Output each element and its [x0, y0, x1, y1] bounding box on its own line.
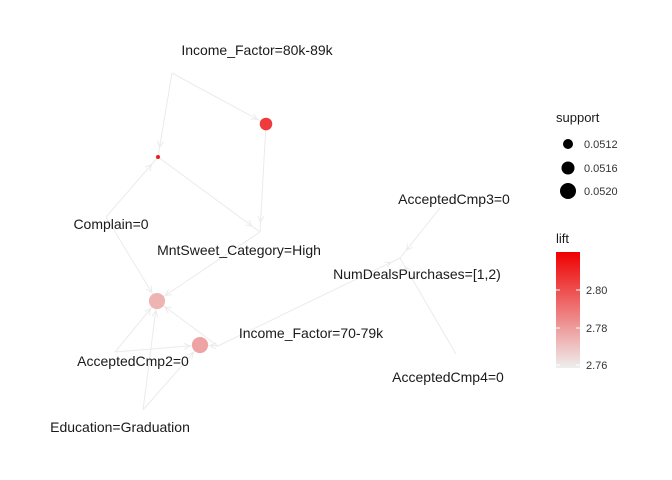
- item-mntsweet-category: MntSweet_Category=High: [157, 242, 321, 258]
- rule-node-r3: [148, 292, 166, 310]
- edge-arrowhead: [183, 342, 192, 350]
- edge-complain-r3: [105, 216, 158, 302]
- edge-acc4-numdeals: [399, 257, 457, 355]
- edge-mntsweet-r3: [156, 231, 261, 302]
- edge-arrowhead: [208, 342, 217, 350]
- rule-node-r4: [191, 336, 209, 354]
- edge-r1-mntsweet: [259, 123, 267, 233]
- support-legend-label-1: 0.0512: [584, 139, 618, 151]
- edge-arrowhead: [145, 163, 153, 172]
- lift-legend-title: lift: [556, 231, 569, 246]
- lift-tick-label-2: 2.78: [586, 323, 607, 335]
- edge-arrowhead: [250, 113, 259, 120]
- edge-arrowhead: [145, 285, 153, 294]
- support-legend: support 0.0512 0.0516 0.0520: [556, 110, 618, 199]
- lift-tick-label-1: 2.80: [586, 285, 607, 297]
- support-legend-label-3: 0.0520: [584, 186, 618, 198]
- lift-colorbar: [556, 252, 580, 368]
- support-legend-dot-small: [563, 139, 573, 149]
- item-numdealspurchases: NumDealsPurchases=[1,2): [333, 266, 501, 282]
- item-complain: Complain=0: [73, 216, 148, 232]
- lift-legend: lift 2.80 2.78 2.76: [556, 231, 607, 372]
- lift-tick-label-3: 2.76: [586, 360, 607, 372]
- support-legend-dot-medium: [561, 161, 575, 175]
- edge-income80-r2: [157, 72, 173, 158]
- edge-arrowhead: [405, 243, 413, 252]
- edge-complain-r2: [105, 156, 159, 218]
- edge-arrowhead: [404, 265, 411, 274]
- support-legend-label-2: 0.0516: [584, 163, 618, 175]
- edge-r2-mntsweet: [157, 156, 261, 233]
- rule-node-r2: [156, 155, 160, 159]
- item-education-graduation: Education=Graduation: [50, 419, 190, 435]
- item-acceptedcmp2: AcceptedCmp2=0: [77, 353, 189, 369]
- edge-arrowhead: [164, 289, 173, 297]
- edge-arrowhead: [245, 219, 253, 227]
- edge-arrowhead: [164, 306, 172, 314]
- edge-arrowhead: [157, 140, 164, 149]
- graph-edges: [105, 72, 457, 411]
- rule-node-r1: [259, 117, 273, 131]
- item-income-70-79k: Income_Factor=70-79k: [239, 325, 384, 341]
- item-income-80k-89k: Income_Factor=80k-89k: [181, 42, 333, 58]
- support-legend-dot-large: [560, 183, 576, 199]
- edge-edu-r3: [142, 300, 158, 411]
- edge-arrowhead: [187, 351, 195, 360]
- edge-arrowhead: [257, 215, 265, 224]
- item-acceptedcmp3: AcceptedCmp3=0: [398, 191, 510, 207]
- edge-income80-r1: [171, 72, 267, 125]
- edge-arrowhead: [144, 307, 152, 316]
- edge-arrowhead: [384, 261, 393, 268]
- item-labels: Income_Factor=80k-89k Complain=0 MntSwee…: [50, 42, 510, 435]
- support-legend-title: support: [556, 110, 600, 125]
- item-acceptedcmp4: AcceptedCmp4=0: [392, 369, 504, 385]
- edge-arrowhead: [151, 309, 159, 318]
- edge-edu-r4: [142, 344, 201, 411]
- edge-income70-r3: [156, 300, 219, 347]
- edge-income70-numdeals: [217, 257, 401, 347]
- rule-nodes: [148, 117, 273, 354]
- edge-acc2-r4: [114, 344, 201, 353]
- legend: support 0.0512 0.0516 0.0520 lift 2.: [556, 110, 618, 372]
